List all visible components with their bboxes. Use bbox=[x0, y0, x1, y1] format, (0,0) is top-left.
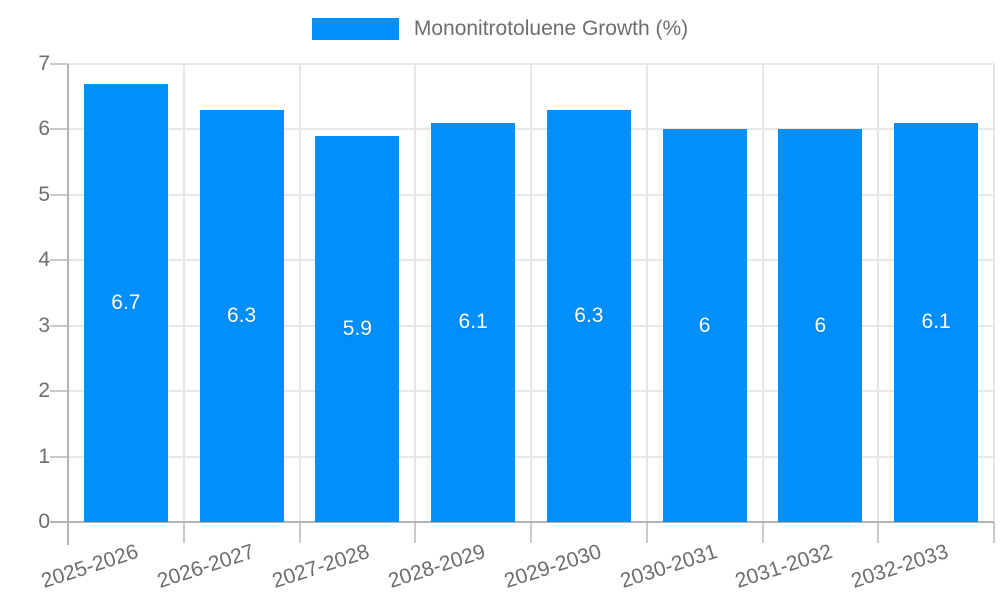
x-axis-tick bbox=[993, 522, 995, 543]
legend-swatch-icon bbox=[311, 18, 399, 40]
y-axis-tick bbox=[50, 63, 68, 65]
gridline-vertical bbox=[414, 64, 417, 522]
bar-value-label: 6 bbox=[698, 313, 711, 337]
y-tick-label: 3 bbox=[38, 313, 50, 337]
bar-value-label: 6.1 bbox=[921, 310, 951, 334]
y-tick-label: 7 bbox=[38, 52, 50, 75]
gridline-vertical bbox=[761, 64, 764, 522]
bar[interactable]: 6 bbox=[778, 129, 863, 522]
y-tick-label: 0 bbox=[38, 510, 50, 533]
gridline-vertical bbox=[530, 64, 532, 522]
y-tick-label: 6 bbox=[38, 117, 50, 141]
gridline-vertical bbox=[993, 64, 995, 522]
bar-value-label: 6 bbox=[814, 313, 827, 337]
y-tick-label: 4 bbox=[38, 248, 50, 272]
y-axis-tick bbox=[50, 128, 68, 131]
bar-value-label: 6.3 bbox=[227, 303, 257, 327]
legend: Mononitrotoluene Growth (%) bbox=[0, 17, 1000, 41]
y-tick-label: 2 bbox=[38, 379, 50, 403]
bar[interactable]: 6.3 bbox=[546, 109, 631, 522]
x-axis-tick bbox=[298, 522, 301, 543]
y-tick-label: 5 bbox=[38, 182, 50, 206]
bar-value-label: 5.9 bbox=[342, 316, 372, 340]
bar-value-label: 6.3 bbox=[574, 303, 604, 327]
y-axis-tick bbox=[50, 390, 68, 393]
bar[interactable]: 6.3 bbox=[199, 109, 284, 522]
x-axis-tick bbox=[761, 522, 764, 543]
bar[interactable]: 6.7 bbox=[83, 83, 168, 522]
bar[interactable]: 6 bbox=[662, 129, 747, 522]
y-tick-label: 1 bbox=[38, 444, 50, 468]
bar-value-label: 6.7 bbox=[111, 290, 141, 314]
y-axis-tick bbox=[50, 259, 68, 262]
gridline-vertical bbox=[645, 64, 648, 522]
x-axis-tick bbox=[877, 522, 880, 543]
bar-value-label: 6.1 bbox=[458, 310, 488, 334]
gridline-vertical bbox=[182, 64, 185, 522]
bar[interactable]: 5.9 bbox=[315, 135, 400, 522]
x-axis-tick bbox=[182, 522, 185, 543]
y-axis-tick bbox=[50, 324, 68, 327]
legend-item[interactable]: Mononitrotoluene Growth (%) bbox=[311, 17, 689, 41]
gridline-vertical bbox=[298, 64, 301, 522]
bar[interactable]: 6.1 bbox=[431, 122, 516, 522]
x-axis-line bbox=[50, 521, 994, 523]
legend-label: Mononitrotoluene Growth (%) bbox=[413, 17, 689, 40]
y-axis-line bbox=[67, 64, 69, 545]
y-axis-tick bbox=[50, 193, 68, 196]
x-axis-tick bbox=[530, 522, 532, 543]
gridline-vertical bbox=[877, 64, 880, 522]
y-axis-tick bbox=[50, 455, 68, 458]
x-axis-tick bbox=[414, 522, 417, 543]
x-axis-tick bbox=[645, 522, 648, 543]
bar[interactable]: 6.1 bbox=[894, 122, 979, 522]
